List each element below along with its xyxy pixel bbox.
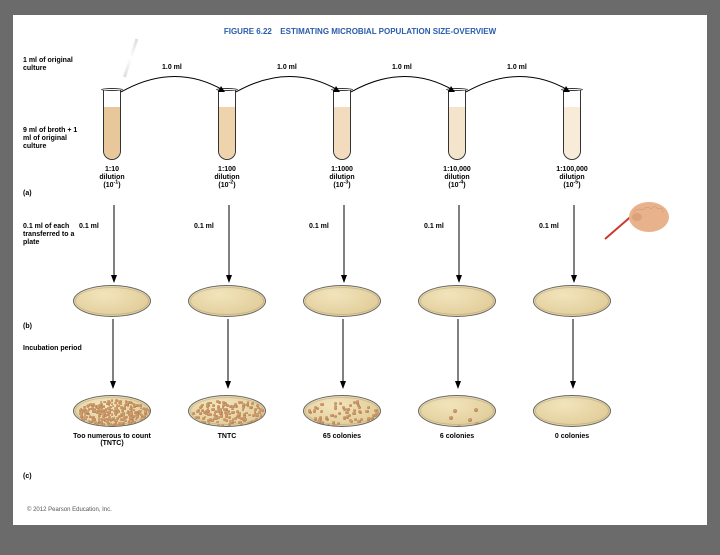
transfer-vol-label-1: 1.0 ml [162, 64, 182, 71]
plate-c-1 [73, 395, 151, 427]
figure-title: ESTIMATING MICROBIAL POPULATION SIZE-OVE… [280, 27, 496, 36]
plate-vol-label-5: 0.1 ml [539, 223, 559, 230]
incubation-arrow-4 [453, 319, 463, 391]
figure-header: FIGURE 6.22 ESTIMATING MICROBIAL POPULAT… [13, 15, 707, 41]
tube-to-plate-arrow-1 [109, 205, 119, 285]
copyright-text: © 2012 Pearson Education, Inc. [27, 507, 112, 513]
label-transfer: 0.1 ml of each transferred to a plate [23, 223, 83, 247]
test-tube-5 [563, 90, 581, 160]
plate-b-1 [73, 285, 151, 317]
test-tube-3 [333, 90, 351, 160]
stage-c-label: (c) [23, 473, 32, 480]
diagram-page: FIGURE 6.22 ESTIMATING MICROBIAL POPULAT… [13, 15, 707, 525]
plate-vol-label-3: 0.1 ml [309, 223, 329, 230]
label-incubation: Incubation period [23, 345, 83, 353]
incubation-arrow-3 [338, 319, 348, 391]
transfer-vol-label-2: 1.0 ml [277, 64, 297, 71]
plate-c-5 [533, 395, 611, 427]
dilution-label-1: 1:10dilution(10-1) [77, 166, 147, 190]
transfer-arrow-1 [121, 70, 227, 100]
result-label-4: 6 colonies [412, 433, 502, 440]
plate-vol-label-1: 0.1 ml [79, 223, 99, 230]
label-original-culture: 1 ml of original culture [23, 57, 83, 73]
stage-a-label: (a) [23, 190, 32, 197]
tube-to-plate-arrow-3 [339, 205, 349, 285]
dilution-label-3: 1:1000dilution(10-3) [307, 166, 377, 190]
transfer-arrow-4 [466, 70, 572, 100]
plate-b-4 [418, 285, 496, 317]
plate-c-4 [418, 395, 496, 427]
plate-c-3 [303, 395, 381, 427]
label-broth: 9 ml of broth + 1 ml of original culture [23, 127, 83, 151]
plate-vol-label-2: 0.1 ml [194, 223, 214, 230]
incubation-arrow-1 [108, 319, 118, 391]
tube-to-plate-arrow-2 [224, 205, 234, 285]
dilution-diagram: 1 ml of original culture 9 ml of broth +… [23, 45, 697, 515]
result-label-3: 65 colonies [297, 433, 387, 440]
plate-b-3 [303, 285, 381, 317]
tube-to-plate-arrow-5 [569, 205, 579, 285]
plate-c-2 [188, 395, 266, 427]
figure-number: FIGURE 6.22 [224, 27, 272, 36]
dilution-label-5: 1:100,000dilution(10-5) [537, 166, 607, 190]
incubation-arrow-5 [568, 319, 578, 391]
plate-vol-label-4: 0.1 ml [424, 223, 444, 230]
transfer-arrow-3 [351, 70, 457, 100]
hand-icon [603, 195, 673, 245]
plate-b-2 [188, 285, 266, 317]
test-tube-4 [448, 90, 466, 160]
stage-b-label: (b) [23, 323, 32, 330]
dilution-label-4: 1:10,000dilution(10-4) [422, 166, 492, 190]
dilution-label-2: 1:100dilution(10-2) [192, 166, 262, 190]
transfer-vol-label-3: 1.0 ml [392, 64, 412, 71]
result-label-2: TNTC [182, 433, 272, 440]
incubation-arrow-2 [223, 319, 233, 391]
transfer-vol-label-4: 1.0 ml [507, 64, 527, 71]
result-label-5: 0 colonies [527, 433, 617, 440]
transfer-arrow-2 [236, 70, 342, 100]
result-label-1: Too numerous to count (TNTC) [67, 433, 157, 447]
test-tube-2 [218, 90, 236, 160]
tube-to-plate-arrow-4 [454, 205, 464, 285]
plate-b-5 [533, 285, 611, 317]
test-tube-1 [103, 90, 121, 160]
